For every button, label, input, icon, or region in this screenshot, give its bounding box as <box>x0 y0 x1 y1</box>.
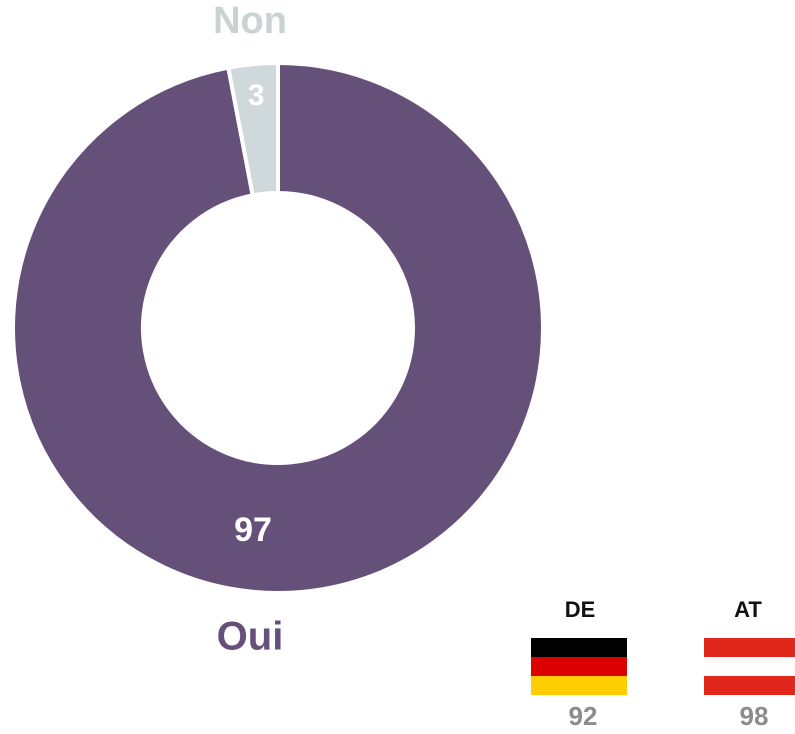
flags <box>531 638 795 695</box>
value-label: 97 <box>234 511 272 549</box>
flag-stripe <box>531 638 627 657</box>
country-value: 92 <box>569 701 598 731</box>
category-label: Oui <box>217 615 284 659</box>
category-label: Non <box>213 0 287 42</box>
country-label: AT <box>734 597 762 622</box>
flag-stripe <box>704 676 795 695</box>
flag-stripe <box>704 638 795 657</box>
flag-stripe <box>531 657 627 676</box>
country-value: 98 <box>740 701 769 731</box>
value-label: 3 <box>248 79 265 112</box>
slice <box>11 60 545 595</box>
slice <box>226 60 280 198</box>
flag-stripe <box>531 676 627 695</box>
country-label: DE <box>565 597 596 622</box>
